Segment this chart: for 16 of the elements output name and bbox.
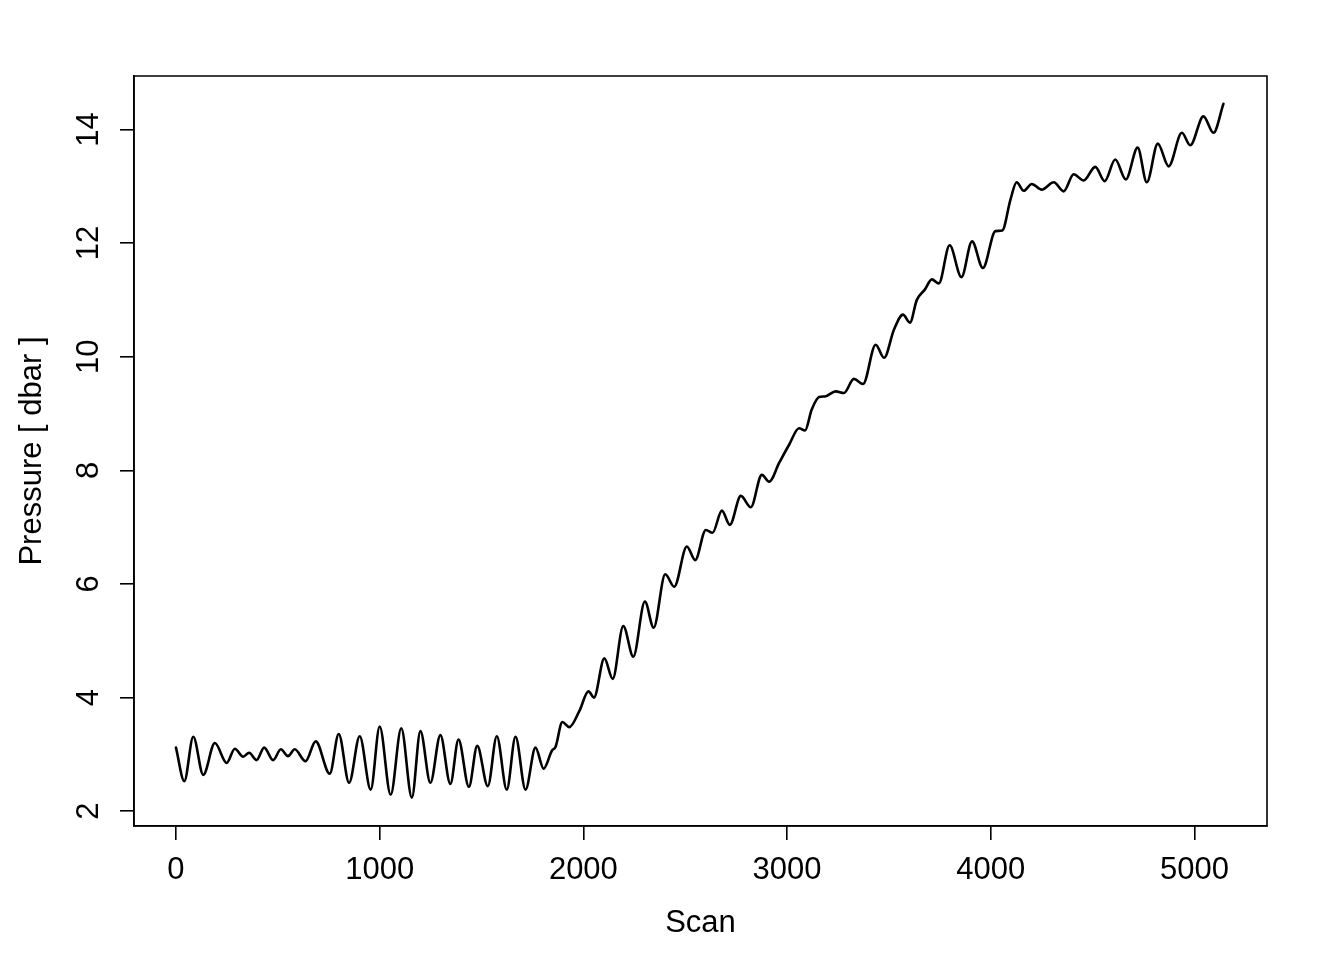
x-tick-label: 1000	[345, 851, 415, 887]
y-tick-label: 2	[69, 802, 105, 820]
y-tick-label: 14	[69, 112, 105, 147]
x-tick-label: 4000	[956, 851, 1026, 887]
x-axis-title: Scan	[665, 903, 736, 939]
y-tick-label: 12	[69, 225, 105, 261]
y-axis-title: Pressure [ dbar ]	[13, 336, 49, 566]
line-series	[174, 102, 1225, 799]
x-tick-label: 0	[167, 851, 185, 887]
y-tick-label: 4	[69, 688, 105, 707]
x-tick-label: 5000	[1160, 851, 1229, 887]
y-tick-label: 8	[69, 461, 105, 479]
x-tick-label: 3000	[752, 851, 822, 887]
x-tick-label: 2000	[548, 851, 618, 887]
y-tick-label: 10	[69, 339, 105, 374]
y-tick-label: 6	[69, 575, 105, 593]
